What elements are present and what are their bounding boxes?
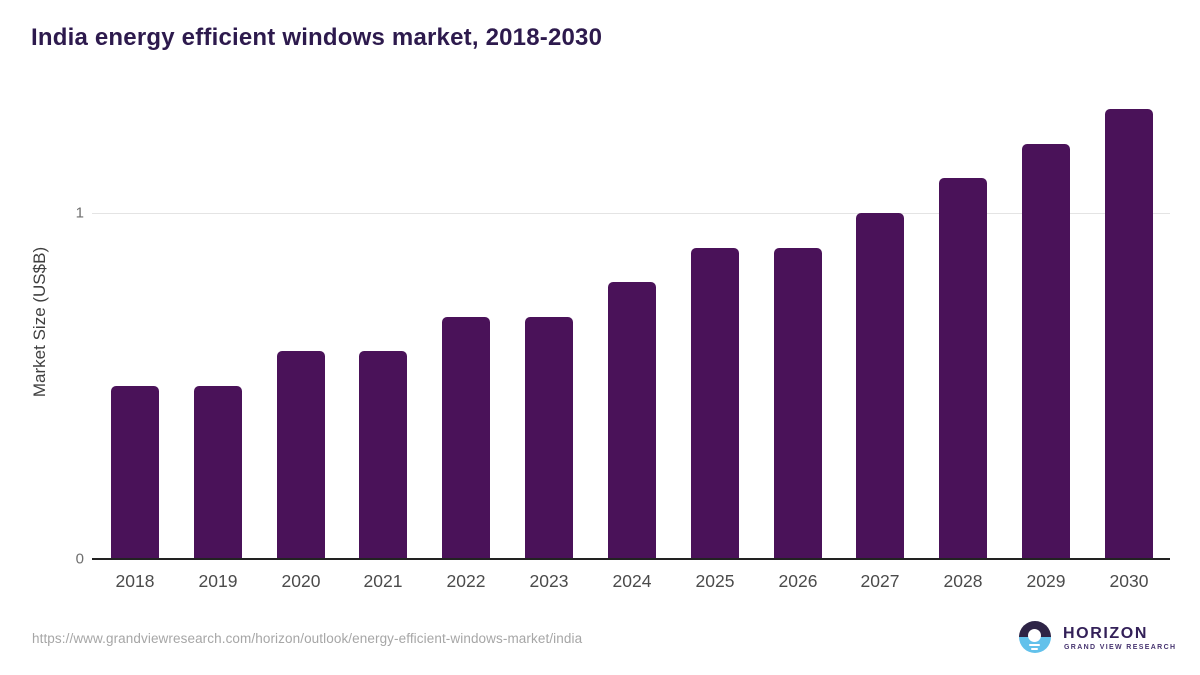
chart-title: India energy efficient windows market, 2… — [31, 24, 603, 51]
horizon-logo-sun — [1027, 629, 1041, 642]
y-tick-label-1: 1 — [75, 204, 84, 222]
bar-2024 — [608, 282, 656, 559]
bar-2023 — [525, 317, 573, 559]
bar-2025 — [691, 248, 739, 559]
x-tick-label-2027: 2027 — [860, 571, 900, 591]
x-tick-label-2028: 2028 — [943, 571, 983, 591]
gridline-y-1 — [92, 212, 1170, 214]
x-tick-label-2026: 2026 — [778, 571, 818, 591]
bar-2028 — [939, 178, 987, 559]
horizon-logo-reflection-line — [1031, 647, 1038, 650]
horizon-logo-subtitle: GRAND VIEW RESEARCH — [1064, 644, 1177, 651]
bar-2030 — [1105, 109, 1153, 559]
bar-2019 — [194, 386, 242, 559]
bar-2018 — [111, 386, 159, 559]
x-axis-line — [92, 558, 1170, 560]
x-tick-label-2021: 2021 — [363, 571, 403, 591]
x-tick-label-2024: 2024 — [612, 571, 652, 591]
horizon-logo-reflection-line — [1028, 643, 1040, 646]
bar-2021 — [359, 351, 407, 559]
horizon-logo-wordmark: HORIZON — [1063, 625, 1148, 642]
x-tick-label-2030: 2030 — [1109, 571, 1149, 591]
y-axis-title: Market Size (US$B) — [30, 246, 49, 398]
source-url-text: https://www.grandviewresearch.com/horizo… — [32, 631, 583, 646]
bar-2027 — [856, 213, 904, 559]
horizon-logo: HORIZON GRAND VIEW RESEARCH — [1019, 620, 1175, 660]
x-tick-label-2029: 2029 — [1026, 571, 1066, 591]
x-tick-label-2020: 2020 — [281, 571, 321, 591]
x-tick-label-2018: 2018 — [115, 571, 155, 591]
bar-2020 — [277, 351, 325, 559]
x-tick-label-2019: 2019 — [198, 571, 238, 591]
x-tick-label-2022: 2022 — [446, 571, 486, 591]
horizon-logo-icon — [1019, 621, 1051, 653]
x-tick-label-2025: 2025 — [695, 571, 735, 591]
bar-2029 — [1022, 144, 1070, 559]
bar-2026 — [774, 248, 822, 559]
bar-2022 — [442, 317, 490, 559]
x-tick-label-2023: 2023 — [529, 571, 569, 591]
y-tick-label-0: 0 — [75, 550, 84, 568]
